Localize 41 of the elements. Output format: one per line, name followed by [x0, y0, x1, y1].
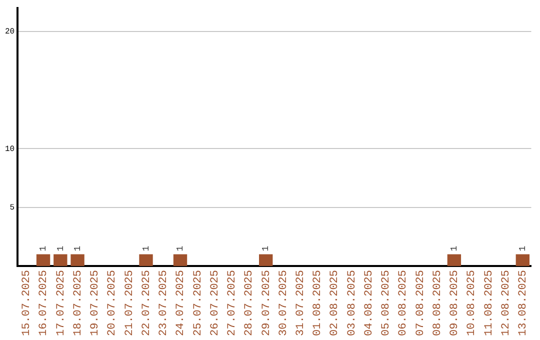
x-tick-label: 15.07.2025	[21, 270, 34, 336]
x-tick-label: 06.08.2025	[398, 270, 410, 336]
x-tick-label: 01.08.2025	[312, 270, 324, 336]
x-tick-label: 04.08.2025	[363, 270, 376, 336]
x-tick-label: 18.07.2025	[72, 270, 84, 336]
y-tick-label: 10	[4, 144, 15, 154]
data-label: 1	[176, 246, 186, 252]
x-tick-label: 07.08.2025	[414, 270, 427, 336]
x-tick-label: 13.08.2025	[518, 270, 530, 336]
x-tick-label: 09.08.2025	[449, 270, 462, 336]
x-tick-label: 26.07.2025	[209, 270, 222, 336]
x-tick-label: 23.07.2025	[158, 270, 170, 336]
x-tick-label: 08.08.2025	[432, 270, 444, 336]
x-tick-label: 31.07.2025	[295, 270, 307, 336]
x-tick-label: 30.07.2025	[278, 270, 290, 336]
y-tick-label: 5	[10, 203, 15, 212]
x-tick-label: 20.07.2025	[106, 270, 119, 336]
x-tick-label: 17.07.2025	[55, 270, 68, 336]
x-tick-label: 24.07.2025	[175, 270, 188, 336]
data-label: 1	[261, 246, 272, 252]
x-tick-label: 03.08.2025	[346, 270, 358, 336]
y-tick-label: 20	[4, 28, 15, 37]
x-tick-label: 27.07.2025	[226, 270, 239, 336]
data-label: 1	[72, 246, 83, 252]
x-tick-label: 05.08.2025	[380, 270, 393, 336]
x-tick-label: 29.07.2025	[260, 270, 273, 336]
x-tick-label: 21.07.2025	[124, 270, 136, 336]
x-tick-label: 10.08.2025	[466, 270, 478, 336]
x-tick-label: 28.07.2025	[244, 270, 256, 336]
data-label: 1	[450, 246, 460, 252]
data-label: 1	[141, 246, 152, 252]
data-label: 1	[56, 246, 66, 252]
x-tick-label: 19.07.2025	[90, 270, 102, 336]
x-tick-label: 22.07.2025	[140, 270, 153, 336]
x-tick-label: 16.07.2025	[38, 270, 50, 336]
x-tick-label: 02.08.2025	[329, 270, 342, 336]
x-tick-label: 25.07.2025	[192, 270, 204, 336]
x-tick-label: 12.08.2025	[500, 270, 512, 336]
data-label: 1	[38, 246, 49, 252]
x-tick-label: 11.08.2025	[483, 270, 496, 336]
data-label: 1	[518, 246, 528, 252]
